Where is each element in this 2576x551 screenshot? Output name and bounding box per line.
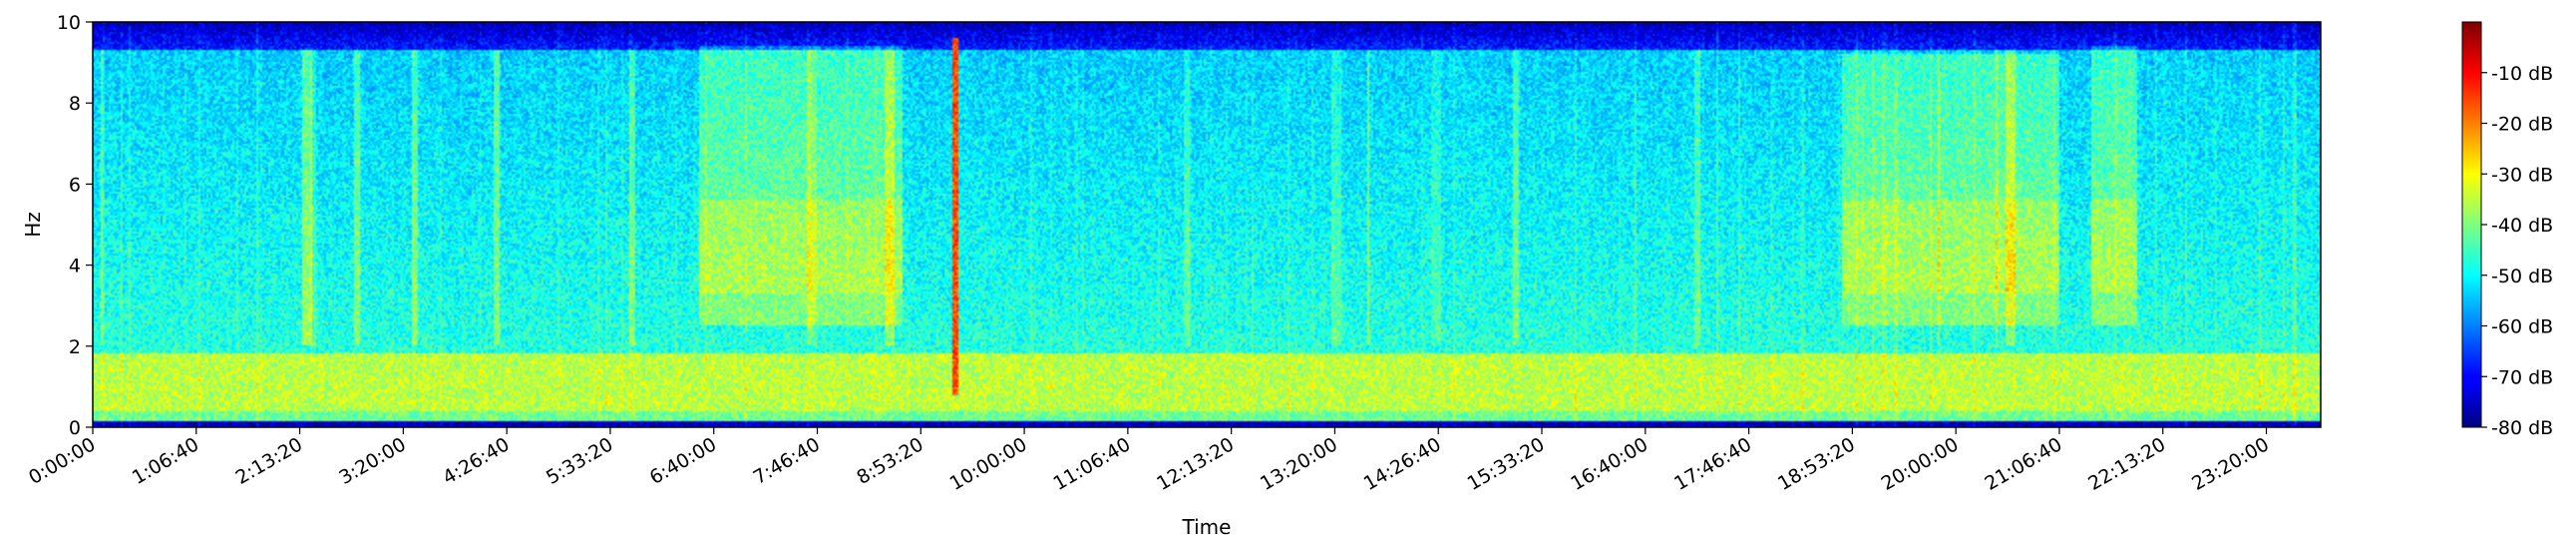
x-tick-label: 16:40:00 — [1567, 433, 1652, 495]
y-axis-title: Hz — [21, 212, 45, 238]
x-tick-label: 21:06:40 — [1982, 433, 2066, 495]
colorbar-tick-label: -20 dB — [2491, 114, 2553, 136]
y-tick-label: 4 — [69, 256, 81, 277]
colorbar-tick-label: -10 dB — [2491, 63, 2553, 85]
colorbar-tick-label: -50 dB — [2491, 266, 2553, 287]
x-tick-label: 8:53:20 — [853, 433, 926, 489]
y-tick-label: 10 — [57, 12, 81, 34]
x-tick-label: 6:40:00 — [646, 433, 720, 489]
x-tick-label: 12:13:20 — [1153, 433, 1238, 495]
plot-frame — [92, 21, 2322, 428]
x-tick-label: 13:20:00 — [1257, 433, 1341, 495]
x-tick-label: 2:13:20 — [232, 433, 306, 489]
y-tick-label: 2 — [69, 336, 81, 358]
x-tick-label: 23:20:00 — [2188, 433, 2273, 495]
x-tick-label: 5:33:20 — [543, 433, 616, 489]
colorbar-tick-label: -70 dB — [2491, 366, 2553, 388]
colorbar-gradient — [2462, 22, 2481, 427]
colorbar-tick-label: -80 dB — [2491, 417, 2553, 439]
x-axis: 0:00:00 1:06:40 2:13:20 3:20:00 4:26:40 5:33:… — [25, 427, 2273, 495]
x-tick-label: 4:26:40 — [439, 433, 513, 489]
x-tick-label: 14:26:40 — [1360, 433, 1445, 495]
spectrogram-plot-area — [92, 21, 2322, 428]
x-tick-label: 17:46:40 — [1670, 433, 1755, 495]
x-axis-title: Time — [1182, 515, 1232, 539]
colorbar-ticks: -10 dB -20 dB -30 dB -40 dB -50 dB -60 dB -70 … — [2481, 63, 2553, 439]
x-tick-label: 1:06:40 — [129, 433, 202, 489]
y-tick-label: 8 — [69, 93, 81, 115]
colorbar: -10 dB -20 dB -30 dB -40 dB -50 dB -60 dB -70 … — [2461, 21, 2553, 439]
x-tick-label: 11:06:40 — [1049, 433, 1134, 495]
y-axis: 0 2 4 6 8 10 — [57, 12, 93, 439]
x-tick-label: 18:53:20 — [1774, 433, 1859, 495]
y-tick-label: 6 — [69, 174, 81, 196]
x-tick-label: 7:46:40 — [750, 433, 824, 489]
x-tick-label: 15:33:20 — [1464, 433, 1549, 495]
colorbar-tick-label: -40 dB — [2491, 215, 2553, 237]
x-tick-label: 10:00:00 — [946, 433, 1031, 495]
spectrogram-image — [93, 22, 2321, 427]
colorbar-tick-label: -30 dB — [2491, 164, 2553, 186]
colorbar-tick-label: -60 dB — [2491, 316, 2553, 338]
x-tick-label: 20:00:00 — [1878, 433, 1963, 495]
x-tick-label: 3:20:00 — [335, 433, 409, 489]
x-tick-label: 0:00:00 — [25, 433, 99, 489]
y-tick-label: 0 — [69, 417, 81, 439]
x-tick-label: 22:13:20 — [2084, 433, 2169, 495]
